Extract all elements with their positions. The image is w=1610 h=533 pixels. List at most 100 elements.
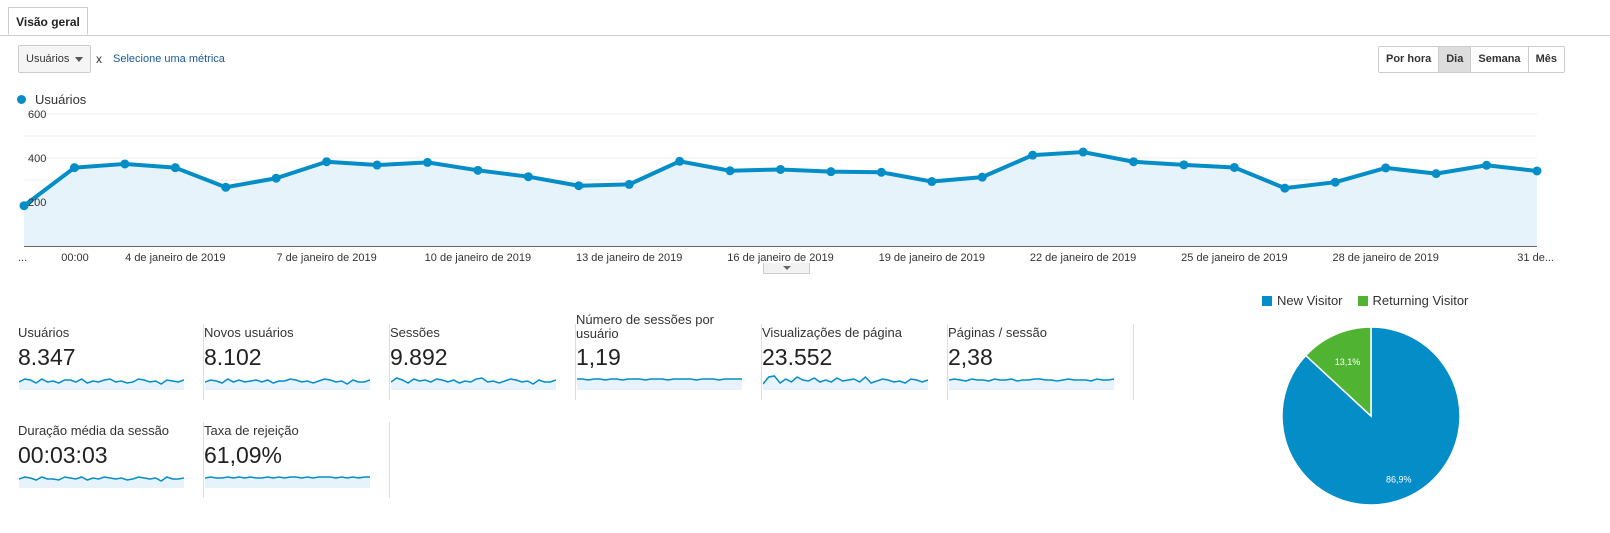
data-point[interactable] (927, 177, 937, 187)
granularity-hour-button[interactable]: Por hora (1379, 47, 1440, 72)
clear-metric-button[interactable]: x (96, 52, 102, 66)
sparkline-area (205, 477, 370, 488)
legend-swatch (1357, 295, 1368, 306)
y-tick-label: 200 (28, 197, 46, 209)
scorecard[interactable]: Usuários 8.347 (18, 324, 204, 400)
collapse-chart-button[interactable] (763, 263, 810, 274)
granularity-toggle: Por hora Dia Semana Mês (1378, 46, 1565, 73)
legend-series-label: Usuários (35, 92, 87, 107)
x-tick-label: 4 de janeiro de 2019 (125, 252, 225, 264)
scorecard-value: 8.102 (204, 344, 262, 370)
data-point[interactable] (725, 166, 735, 176)
data-point[interactable] (170, 163, 180, 173)
sparkline (205, 378, 370, 390)
select-metric-link[interactable]: Selecione uma métrica (113, 53, 225, 65)
data-point[interactable] (473, 165, 483, 175)
data-point[interactable] (1129, 157, 1139, 167)
pie-legend-item[interactable]: New Visitor (1262, 293, 1343, 308)
sparkline-line (19, 378, 184, 385)
data-point[interactable] (1280, 183, 1290, 193)
pie-slice[interactable] (1304, 326, 1372, 418)
x-tick-label: 00:00 (61, 252, 89, 264)
data-point[interactable] (574, 181, 584, 191)
sparkline (577, 378, 742, 390)
data-point[interactable] (221, 182, 231, 192)
pie-slice-label: 86,9% (1386, 475, 1412, 485)
data-point[interactable] (876, 167, 886, 177)
data-point[interactable] (1179, 160, 1189, 170)
y-tick-label: 600 (28, 110, 46, 121)
data-point[interactable] (322, 157, 332, 167)
metric-select[interactable]: Usuários (18, 45, 91, 73)
data-point[interactable] (977, 172, 987, 182)
data-point[interactable] (120, 159, 130, 169)
data-point[interactable] (1330, 177, 1340, 187)
x-tick-label: 22 de janeiro de 2019 (1030, 252, 1136, 264)
sparkline (391, 377, 556, 390)
sparkline (19, 378, 184, 390)
sparkline-area (763, 376, 928, 390)
scorecard[interactable]: Sessões 9.892 (390, 324, 576, 400)
scorecard-label: Duração média da sessão (18, 423, 170, 438)
pie-legend-item[interactable]: Returning Visitor (1357, 293, 1469, 308)
series-area (24, 152, 1537, 246)
data-point[interactable] (69, 163, 79, 173)
x-tick-label: ... (18, 252, 27, 264)
data-point[interactable] (675, 156, 685, 166)
scorecard[interactable]: Taxa de rejeição 61,09% (204, 422, 390, 498)
sparkline-line (205, 378, 370, 385)
data-point[interactable] (1381, 163, 1391, 173)
pie-legend-label: Returning Visitor (1372, 293, 1469, 308)
scorecard-value: 23.552 (762, 344, 833, 370)
data-point[interactable] (1431, 169, 1441, 179)
data-point[interactable] (624, 179, 634, 189)
granularity-day-button[interactable]: Dia (1439, 47, 1472, 72)
x-tick-label: 31 de... (1517, 252, 1554, 264)
scorecard-label: Número de sessões por usuário (576, 312, 715, 341)
data-point[interactable] (271, 173, 281, 183)
scorecard[interactable]: Novos usuários 8.102 (204, 324, 390, 400)
data-point[interactable] (1078, 147, 1088, 157)
scorecard[interactable]: Número de sessões por usuário 1,19 (576, 313, 762, 400)
users-line-chart: 600 400 200... 00:00 4 de janeiro de 2019 7 d… (18, 110, 1554, 264)
x-tick-label: 7 de janeiro de 2019 (276, 252, 376, 264)
data-point[interactable] (776, 164, 785, 174)
x-tick-label: 19 de janeiro de 2019 (879, 252, 985, 264)
x-tick-label: 13 de janeiro de 2019 (576, 252, 682, 264)
scorecard-label: Visualizações de página (762, 325, 902, 340)
scorecard[interactable]: Visualizações de página 23.552 (762, 324, 948, 400)
data-point[interactable] (1028, 150, 1038, 160)
scorecard-label: Taxa de rejeição (204, 423, 299, 438)
sparkline-line (19, 476, 184, 482)
pie-legend: New Visitor Returning Visitor (1262, 293, 1483, 308)
data-point[interactable] (372, 160, 382, 170)
data-point[interactable] (422, 157, 432, 167)
data-point[interactable] (1482, 160, 1492, 170)
triangle-down-icon (783, 266, 791, 270)
scorecard-value: 61,09% (204, 442, 283, 468)
scorecard-label: Novos usuários (204, 325, 294, 340)
scorecard-label: Sessões (390, 325, 440, 340)
sparkline-line (949, 378, 1114, 382)
data-point[interactable] (523, 172, 533, 182)
granularity-week-button[interactable]: Semana (1471, 47, 1529, 72)
sparkline (19, 476, 184, 488)
scorecard-value: 1,19 (576, 344, 621, 370)
scorecard[interactable]: Páginas / sessão 2,38 (948, 324, 1134, 400)
data-point[interactable] (826, 167, 836, 177)
x-tick-label: 25 de janeiro de 2019 (1181, 252, 1287, 264)
pie-slice-label: 13,1% (1335, 357, 1361, 367)
tab-overview[interactable]: Visão geral (8, 7, 88, 35)
sparkline-line (577, 378, 742, 381)
data-point[interactable] (1532, 166, 1542, 176)
data-point[interactable] (1229, 162, 1239, 172)
chart-legend[interactable]: Usuários (17, 92, 86, 107)
sparkline (763, 375, 928, 390)
x-tick-label: 10 de janeiro de 2019 (425, 252, 531, 264)
sparkline-area (19, 379, 184, 390)
data-point[interactable] (19, 201, 29, 211)
scorecard[interactable]: Duração média da sessão 00:03:03 (18, 422, 204, 498)
granularity-month-button[interactable]: Mês (1528, 47, 1564, 72)
sparkline-line (391, 377, 556, 385)
chevron-down-icon (75, 57, 83, 62)
